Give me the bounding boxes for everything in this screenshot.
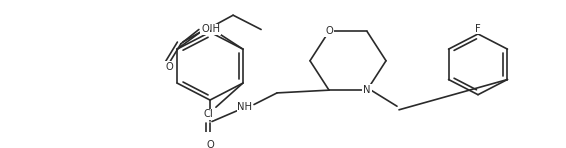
Text: O: O [165, 62, 173, 72]
Text: NH: NH [238, 102, 252, 112]
Text: F: F [475, 24, 481, 34]
Text: O: O [201, 24, 209, 34]
Text: N: N [363, 85, 371, 95]
Text: NH: NH [205, 24, 220, 34]
Text: Cl: Cl [203, 109, 213, 119]
Text: O: O [206, 140, 214, 148]
Text: O: O [325, 26, 333, 36]
